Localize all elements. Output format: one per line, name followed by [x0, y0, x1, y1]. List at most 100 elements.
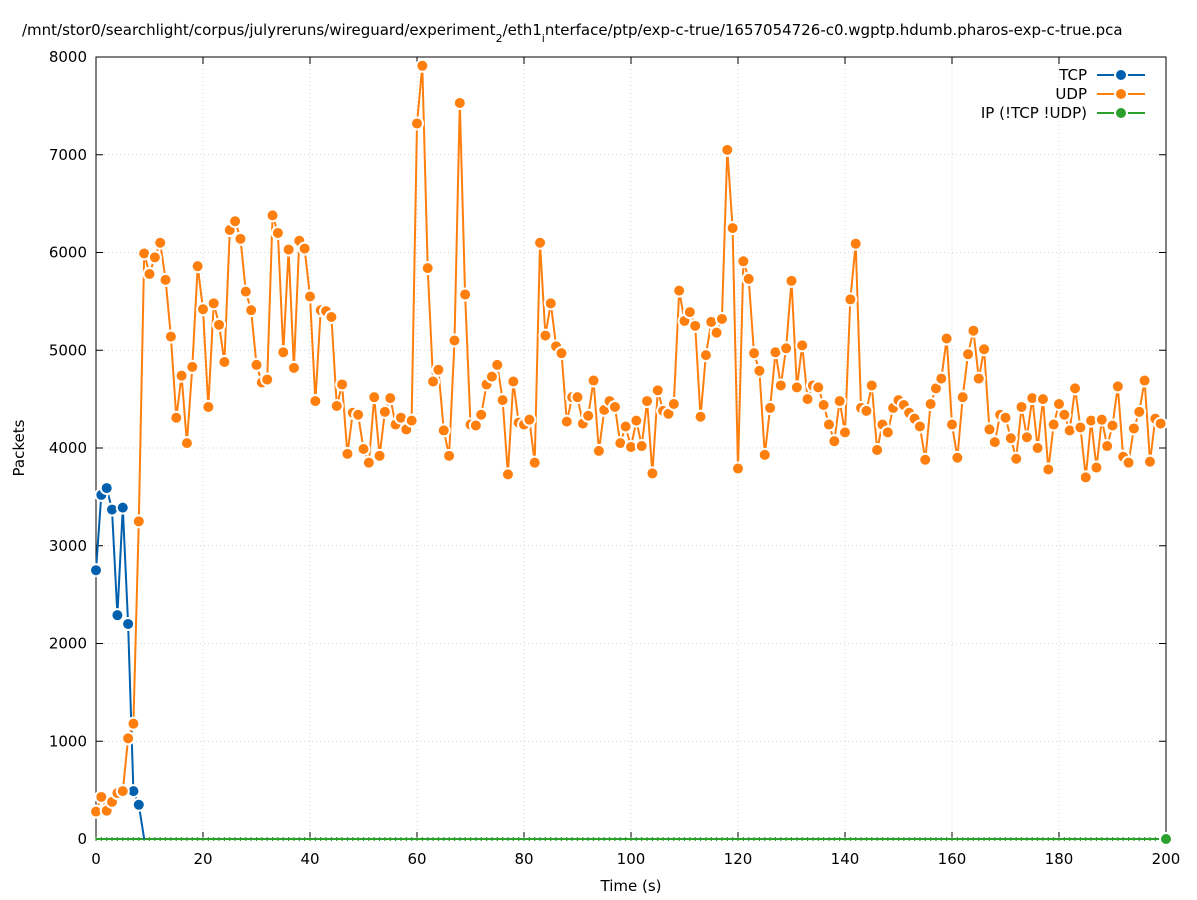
- data-point: [169, 410, 184, 425]
- data-point: [607, 399, 622, 414]
- data-point: [260, 372, 275, 387]
- data-point: [356, 441, 371, 456]
- y-tick-label: 6000: [49, 244, 87, 262]
- data-point: [142, 267, 157, 282]
- data-point: [966, 323, 981, 338]
- data-point: [961, 347, 976, 362]
- data-point: [533, 235, 548, 250]
- data-point: [971, 371, 986, 386]
- data-point: [506, 374, 521, 389]
- data-point: [581, 408, 596, 423]
- data-point: [249, 357, 264, 372]
- data-point: [784, 273, 799, 288]
- data-point: [1100, 439, 1115, 454]
- x-tick-label: 80: [514, 850, 533, 868]
- data-point: [452, 95, 467, 110]
- x-tick-label: 0: [91, 850, 101, 868]
- data-point: [1030, 441, 1045, 455]
- data-point: [1110, 379, 1125, 394]
- data-point: [238, 284, 253, 299]
- data-point: [185, 359, 200, 374]
- data-point: [490, 357, 505, 372]
- data-point: [998, 410, 1013, 425]
- data-point: [1132, 404, 1147, 419]
- y-tick-label: 2000: [49, 635, 87, 653]
- x-tick-label: 40: [300, 850, 319, 868]
- data-point: [1052, 397, 1066, 412]
- data-point: [1078, 470, 1093, 485]
- data-point: [1121, 455, 1136, 470]
- data-point: [725, 221, 740, 236]
- data-point: [474, 407, 489, 422]
- data-point: [779, 341, 794, 356]
- legend-label: UDP: [1055, 85, 1087, 103]
- data-point: [1073, 420, 1088, 435]
- data-point: [757, 447, 772, 462]
- data-point: [110, 608, 125, 623]
- x-tick-label: 180: [1045, 850, 1074, 868]
- data-point: [1019, 430, 1034, 445]
- x-tick-label: 60: [407, 850, 426, 868]
- data-point: [527, 455, 542, 470]
- data-point: [591, 443, 606, 458]
- data-point: [832, 394, 847, 409]
- data-point: [848, 236, 863, 251]
- data-point: [945, 417, 959, 432]
- data-point: [1003, 431, 1018, 446]
- data-point: [308, 394, 323, 409]
- data-point: [1009, 451, 1024, 466]
- legend-swatch-marker: [1114, 87, 1128, 101]
- data-point: [763, 400, 778, 415]
- data-point: [795, 338, 810, 353]
- data-point: [1041, 462, 1056, 477]
- x-tick-label: 120: [724, 850, 753, 868]
- data-point: [859, 403, 874, 418]
- data-point: [939, 331, 954, 346]
- data-point: [484, 369, 499, 384]
- data-point: [233, 231, 248, 246]
- data-point: [468, 418, 483, 433]
- data-point: [431, 362, 446, 377]
- data-point: [335, 377, 350, 392]
- y-tick-label: 0: [77, 830, 87, 848]
- data-point: [586, 373, 601, 388]
- data-point: [286, 360, 301, 375]
- data-point: [1068, 381, 1083, 396]
- data-point: [115, 784, 130, 799]
- data-point: [153, 235, 168, 250]
- data-point: [870, 442, 885, 457]
- data-point: [880, 425, 895, 440]
- data-point: [800, 392, 815, 407]
- data-point: [324, 310, 339, 325]
- data-point: [383, 391, 398, 406]
- data-point: [811, 380, 826, 395]
- data-point: [89, 563, 103, 578]
- data-point: [131, 797, 146, 812]
- data-point: [351, 407, 366, 422]
- x-tick-label: 20: [193, 850, 212, 868]
- data-point: [303, 289, 317, 304]
- x-axis-title: Time (s): [600, 877, 662, 895]
- y-axis-title: Packets: [10, 419, 28, 476]
- data-point: [367, 390, 382, 405]
- data-point: [206, 296, 221, 311]
- data-point: [955, 390, 970, 405]
- data-point: [217, 354, 232, 369]
- data-point: [126, 716, 141, 731]
- data-point: [645, 466, 660, 481]
- data-point: [554, 346, 569, 361]
- series-line: [95, 64, 1162, 812]
- data-point: [950, 450, 965, 465]
- data-point: [752, 363, 767, 378]
- data-point: [923, 397, 938, 412]
- data-point: [709, 325, 724, 340]
- y-tick-label: 7000: [49, 146, 87, 164]
- data-point: [559, 414, 574, 429]
- data-point: [1159, 832, 1173, 846]
- data-point: [1153, 416, 1168, 431]
- data-point: [682, 305, 697, 320]
- series-2: [95, 832, 1173, 846]
- data-point: [121, 731, 136, 746]
- data-point: [618, 419, 633, 434]
